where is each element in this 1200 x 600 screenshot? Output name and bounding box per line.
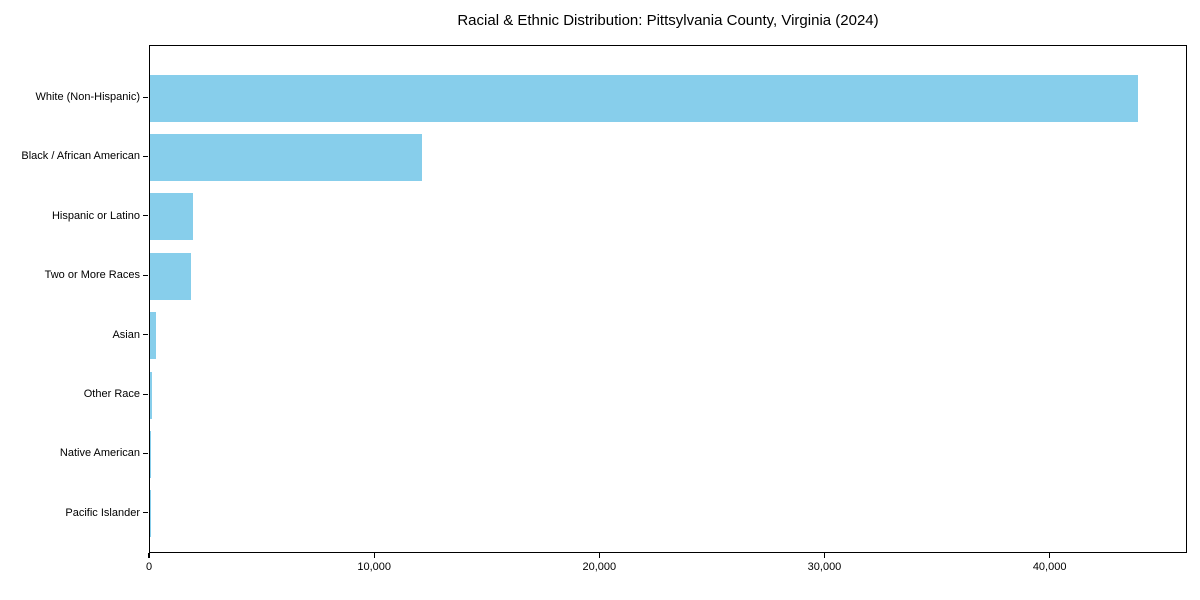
bar bbox=[150, 133, 423, 181]
bar bbox=[150, 193, 193, 241]
x-tick-label: 10,000 bbox=[357, 561, 391, 573]
y-tick-mark bbox=[143, 452, 148, 455]
y-tick-label: Hispanic or Latino bbox=[51, 209, 140, 222]
x-tick-label: 30,000 bbox=[807, 561, 842, 573]
x-tick-label: 40,000 bbox=[1032, 561, 1067, 573]
y-tick-mark bbox=[143, 96, 148, 98]
bar bbox=[150, 74, 1139, 122]
y-tick-mark bbox=[143, 334, 148, 336]
bar bbox=[150, 371, 152, 419]
bar bbox=[150, 430, 151, 478]
x-tick-mark bbox=[1049, 553, 1051, 558]
y-tick-mark bbox=[143, 512, 148, 514]
x-tick-mark bbox=[598, 553, 600, 558]
chart-title: Racial & Ethnic Distribution: Pittsylvan… bbox=[457, 12, 879, 29]
y-tick-mark bbox=[143, 215, 148, 217]
y-tick-label: Two or More Races bbox=[44, 269, 140, 282]
y-tick-mark bbox=[143, 155, 148, 158]
y-tick-mark bbox=[143, 393, 148, 395]
x-tick-mark bbox=[373, 553, 375, 558]
x-tick-mark bbox=[148, 553, 150, 558]
bar bbox=[150, 252, 191, 300]
y-tick-label: Pacific Islander bbox=[65, 506, 140, 519]
x-tick-mark bbox=[823, 553, 826, 558]
y-tick-label: Asian bbox=[112, 328, 140, 341]
y-tick-label: Other Race bbox=[83, 388, 140, 400]
bar bbox=[150, 312, 156, 360]
x-tick-label: 20,000 bbox=[582, 561, 617, 573]
y-tick-label: Native American bbox=[59, 447, 140, 460]
x-tick-label: 0 bbox=[145, 561, 153, 573]
y-tick-label: Black / African American bbox=[21, 150, 140, 163]
plot-area bbox=[149, 45, 1187, 553]
y-tick-label: White (Non-Hispanic) bbox=[35, 91, 140, 103]
y-tick-mark bbox=[143, 274, 148, 276]
